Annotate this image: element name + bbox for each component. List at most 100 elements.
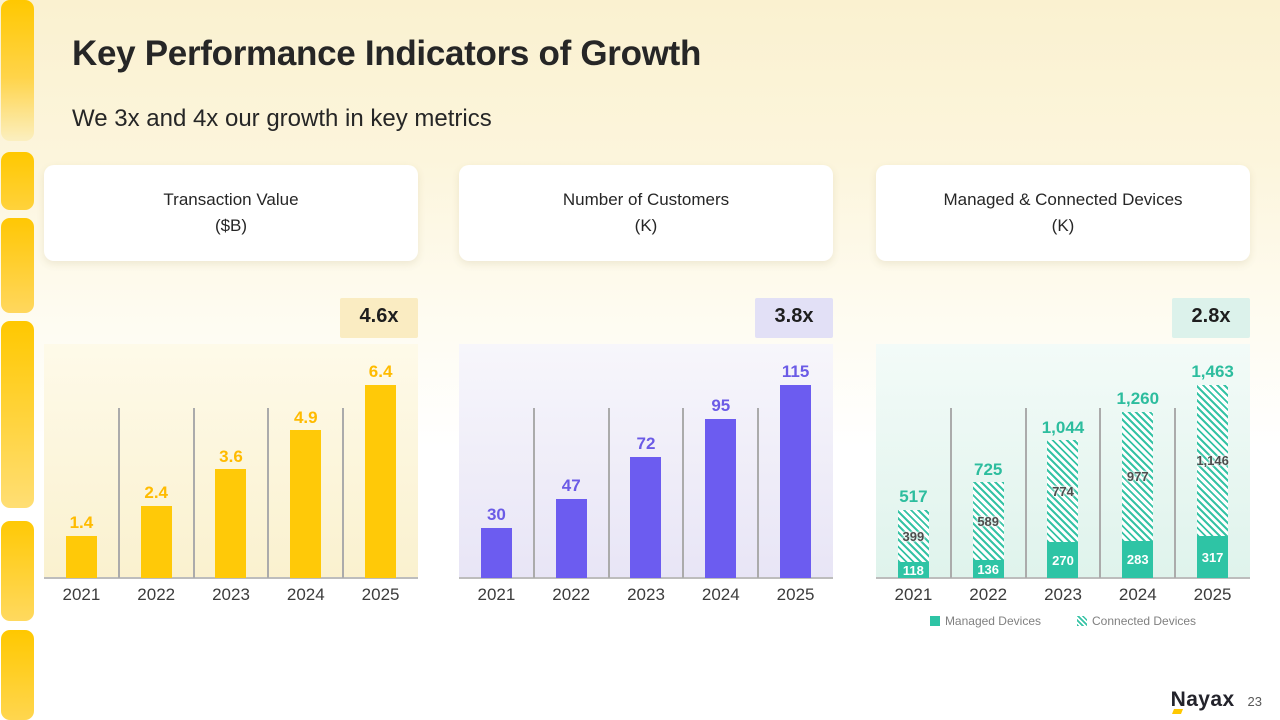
growth-badge: 3.8x	[755, 298, 833, 338]
bar-column: 725 589 136	[951, 344, 1026, 578]
bar-column: 115	[758, 344, 833, 578]
stack-total-label: 1,044	[1041, 417, 1085, 437]
category-gridline	[532, 408, 535, 578]
bar-value-label: 72	[636, 434, 656, 454]
accent-block	[1, 630, 34, 720]
bar-value-label: 95	[711, 395, 731, 415]
bar-column: 30	[459, 344, 534, 578]
badge-row: 4.6x	[44, 298, 418, 338]
chart-panel: 1.4 2.4 3.6 4.9 6.4	[44, 344, 418, 579]
segment-value-label: 774	[1052, 483, 1074, 499]
x-axis-line	[459, 577, 833, 579]
accent-block	[1, 321, 34, 508]
bar-column: 517 399 118	[876, 344, 951, 578]
bar-column: 6.4	[343, 344, 418, 578]
card-unit: ($B)	[214, 216, 248, 235]
x-axis-label: 2022	[552, 585, 591, 604]
segment-value-label: 317	[1201, 549, 1224, 565]
badge-row: 2.8x	[876, 298, 1250, 338]
nayax-logo: Nayax	[1170, 688, 1235, 714]
card-title: Managed & Connected Devices	[943, 189, 1183, 209]
chart-panel: 30 47 72 95 115	[459, 344, 833, 579]
hatch-swatch-icon	[1077, 616, 1087, 626]
x-axis-label: 2021	[894, 585, 933, 604]
bar-value-label: 3.6	[219, 446, 243, 466]
x-axis-labels: 2021 2022 2023 2024 2025	[459, 585, 833, 605]
page-title: Key Performance Indicators of Growth	[72, 34, 702, 73]
bar-column: 47	[534, 344, 609, 578]
connected-devices-segment: 589	[972, 482, 1004, 561]
x-axis-labels: 2021 2022 2023 2024 2025	[876, 585, 1250, 605]
bar-column: 4.9	[268, 344, 343, 578]
card-unit: (K)	[634, 216, 658, 235]
legend	[459, 614, 833, 628]
segment-value-label: 589	[977, 513, 1000, 529]
bar	[630, 457, 662, 578]
managed-devices-segment: 118	[897, 562, 929, 578]
bar-value-label: 30	[486, 504, 506, 524]
x-axis-label: 2022	[137, 585, 176, 604]
growth-badge: 2.8x	[1172, 298, 1250, 338]
x-axis-line	[876, 577, 1250, 579]
segment-value-label: 118	[902, 562, 924, 578]
bar	[290, 430, 322, 578]
legend-label: Connected Devices	[1092, 614, 1197, 628]
card-unit: (K)	[1051, 216, 1075, 235]
segment-value-label: 977	[1126, 468, 1149, 484]
legend-item: Connected Devices	[1077, 614, 1196, 628]
category-gridline	[1099, 408, 1102, 578]
x-axis-label: 2022	[969, 585, 1008, 604]
x-axis-label: 2024	[1118, 585, 1157, 604]
connected-devices-segment: 399	[897, 509, 929, 563]
legend-item: Managed Devices	[929, 614, 1041, 628]
solid-swatch-icon	[929, 616, 940, 626]
bar	[65, 535, 97, 578]
card-transaction-value: Transaction Value ($B)	[44, 165, 418, 261]
x-axis-label: 2023	[1044, 585, 1082, 604]
x-axis-label: 2025	[776, 585, 815, 604]
plot-area: 1.4 2.4 3.6 4.9 6.4	[44, 344, 418, 578]
bar-column: 1.4	[44, 344, 119, 578]
category-gridline	[192, 408, 195, 578]
segment-value-label: 399	[902, 528, 925, 544]
managed-devices-segment: 317	[1197, 536, 1229, 578]
accent-block	[1, 0, 34, 141]
bar	[140, 505, 172, 578]
bar-value-label: 6.4	[368, 362, 393, 382]
bar-column: 2.4	[119, 344, 194, 578]
category-gridline	[949, 408, 952, 578]
badge-row: 3.8x	[459, 298, 833, 338]
page-subtitle: We 3x and 4x our growth in key metrics	[72, 105, 492, 132]
x-axis-labels: 2021 2022 2023 2024 2025	[44, 585, 418, 605]
bar-column: 1,260 977 283	[1100, 344, 1175, 578]
x-axis-label: 2021	[477, 585, 516, 604]
stack-total-label: 725	[974, 459, 1003, 479]
category-gridline	[117, 408, 120, 578]
bar-value-label: 1.4	[69, 513, 94, 533]
category-gridline	[1024, 408, 1027, 578]
bar-column: 1,044 774 270	[1026, 344, 1101, 578]
x-axis-label: 2023	[212, 585, 250, 604]
bar-column: 95	[683, 344, 758, 578]
x-axis-label: 2025	[1193, 585, 1232, 604]
segment-value-label: 283	[1126, 551, 1149, 567]
bar	[705, 418, 737, 578]
connected-devices-segment: 977	[1122, 411, 1154, 541]
bar-column: 3.6	[194, 344, 269, 578]
x-axis-label: 2024	[286, 585, 325, 604]
managed-devices-segment: 136	[972, 560, 1004, 578]
bar	[215, 469, 247, 578]
connected-devices-segment: 774	[1047, 440, 1079, 543]
nayax-logo-text: Nayax	[1170, 688, 1235, 711]
x-axis-label: 2023	[627, 585, 665, 604]
bar	[480, 527, 512, 578]
x-axis-label: 2021	[62, 585, 101, 604]
stack-total-label: 1,463	[1191, 362, 1234, 382]
stack-total-label: 1,260	[1116, 389, 1160, 409]
x-axis-label: 2025	[361, 585, 400, 604]
accent-block	[1, 521, 34, 621]
bar-column: 1,463 1,146 317	[1175, 344, 1250, 578]
plot-area: 30 47 72 95 115	[459, 344, 833, 578]
category-gridline	[682, 408, 685, 578]
